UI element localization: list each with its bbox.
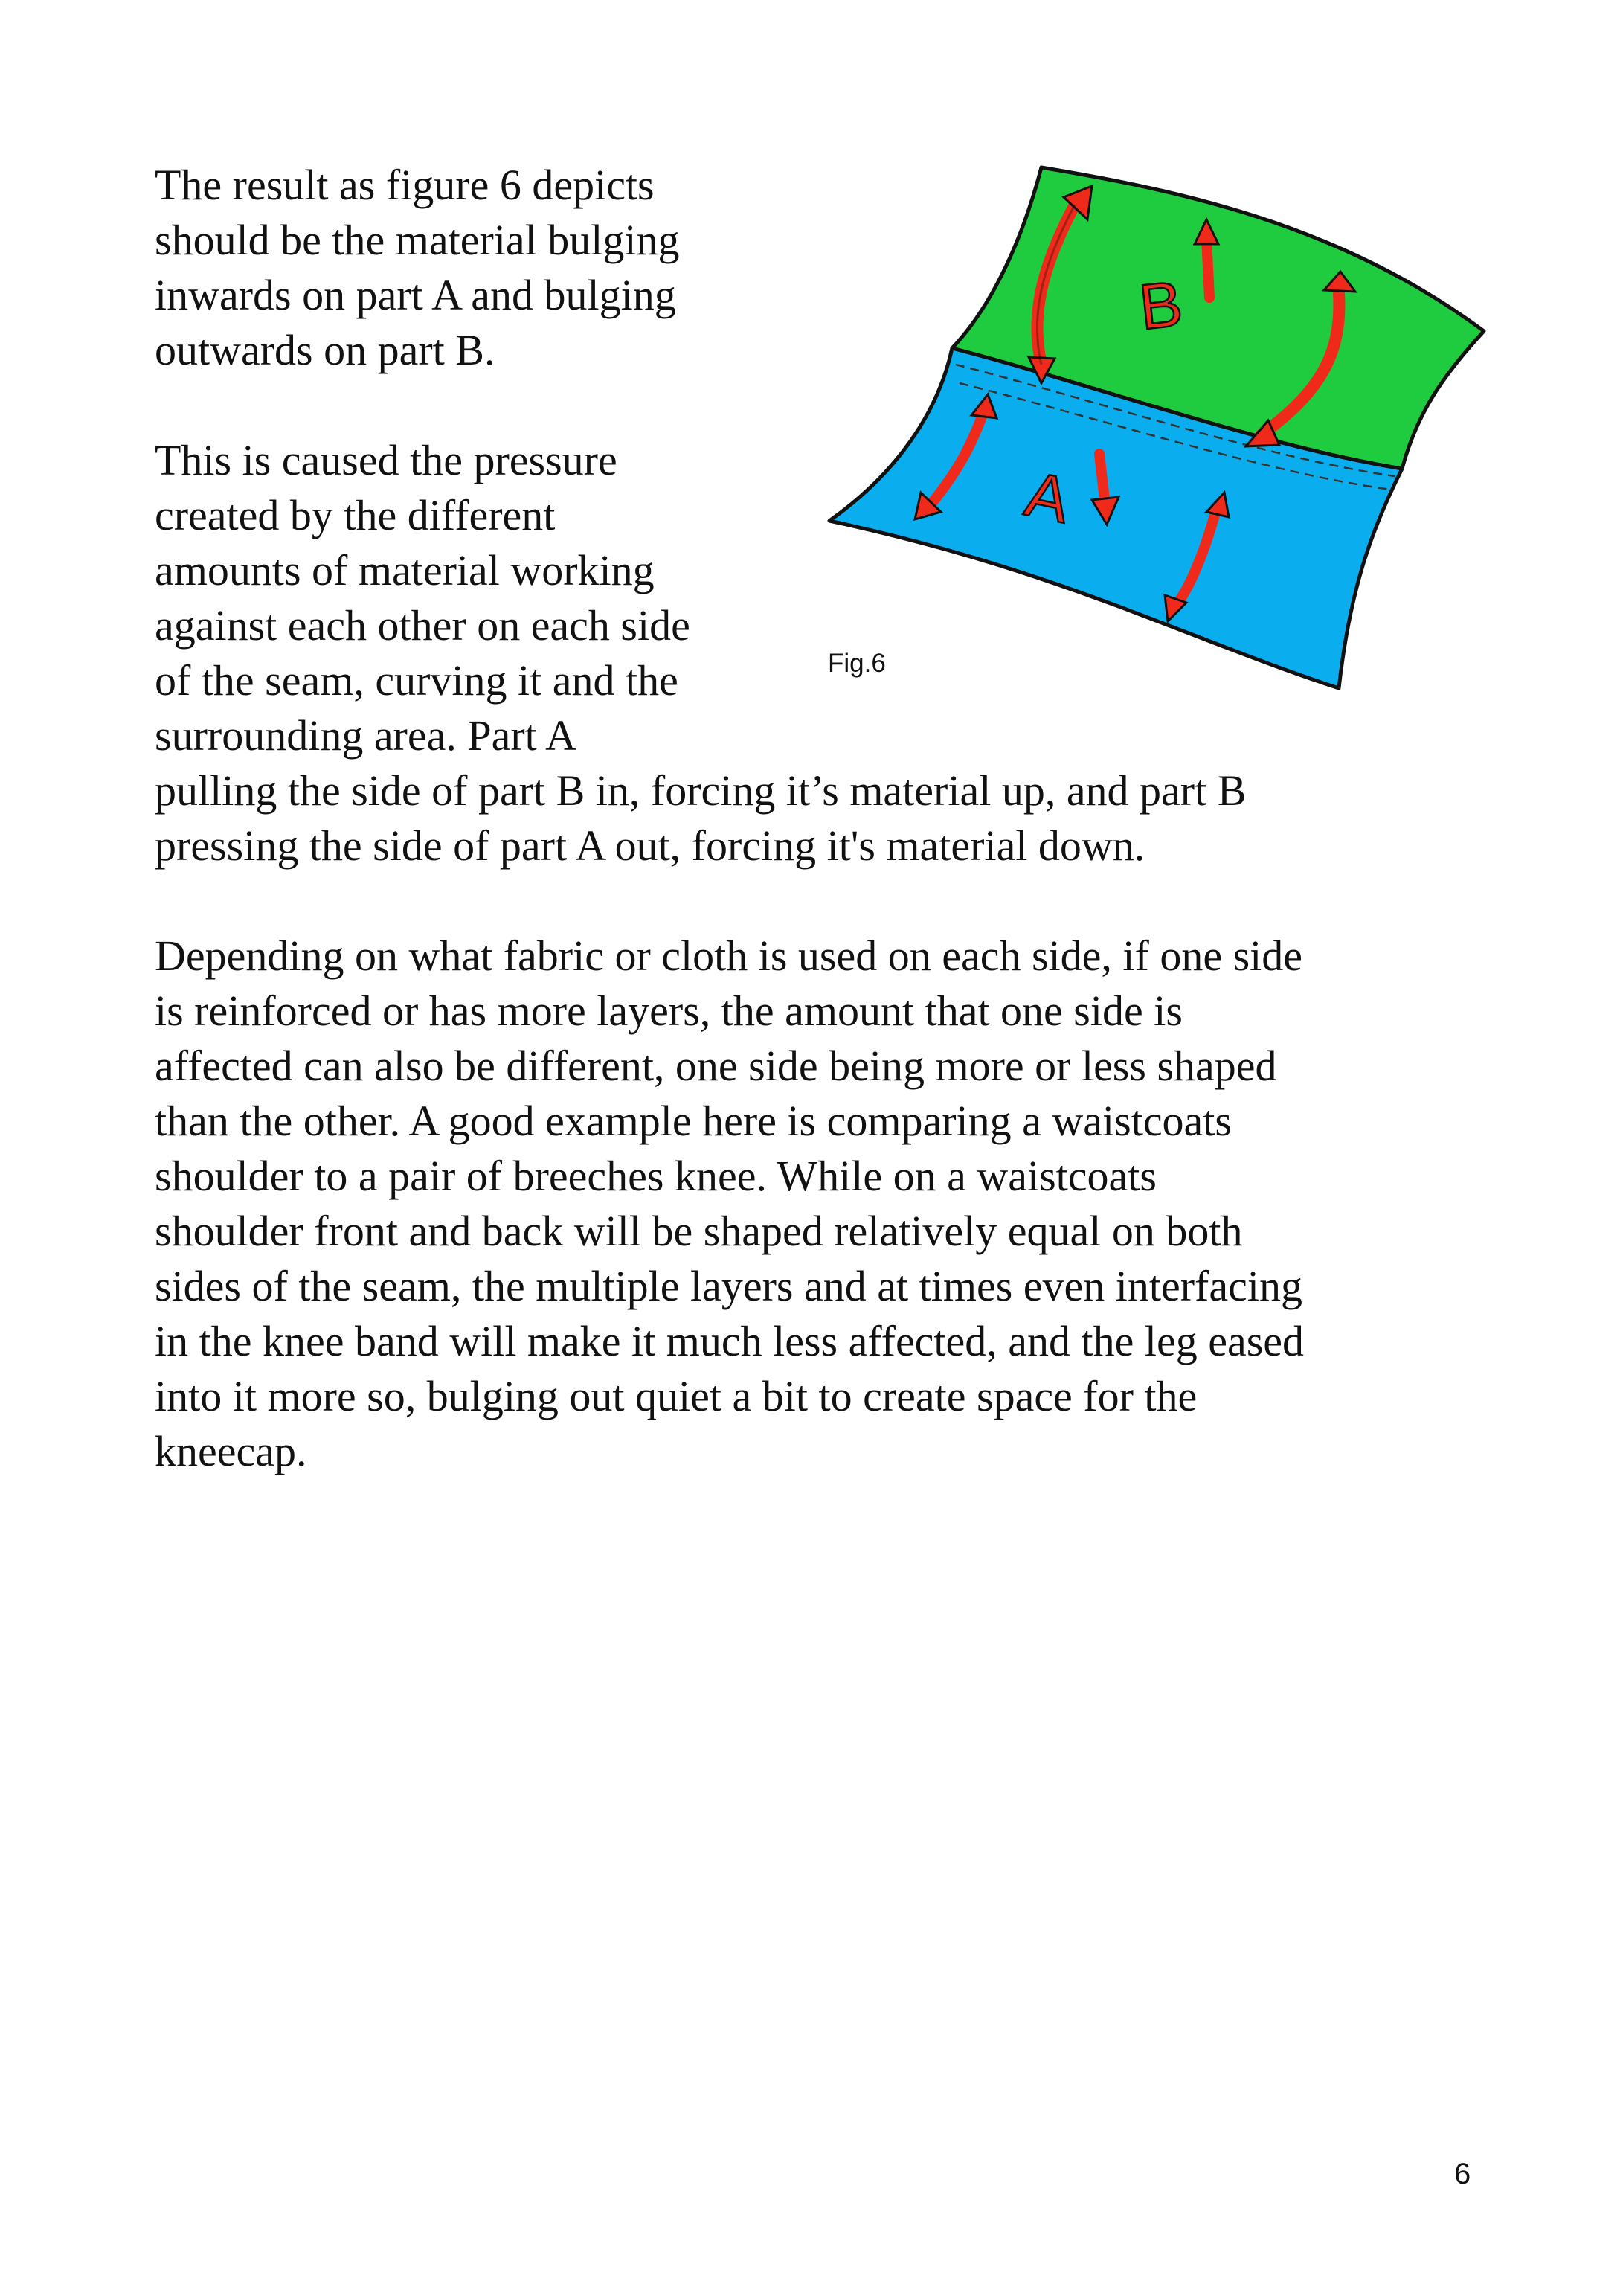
text-line: of the seam, curving it and the [155,656,678,705]
arrow-icon [1201,233,1215,303]
text-line: is reinforced or has more layers, the am… [155,987,1183,1035]
arrow-icon [1031,199,1081,371]
arrowhead-icon [1090,496,1121,527]
arrow-icon [1255,288,1346,441]
text-line: sides of the seam, the multiple layers a… [155,1262,1302,1310]
text-line: in the knee band will make it much less … [155,1317,1305,1365]
arrowhead-icon [1026,356,1057,386]
text-line: pressing the side of part A out, forcing… [155,821,1145,870]
body-text-wrapped: The result as figure 6 depicts should be… [155,158,1247,873]
arrowhead-icon [1321,269,1358,293]
arrowhead-icon [1192,217,1221,246]
text-line: shoulder front and back will be shaped r… [155,1207,1243,1255]
page-number: 6 [1454,2158,1471,2190]
text-line: should be the material bulging [155,216,680,264]
seam-illustration: B A [818,156,1503,707]
text-line: kneecap. [155,1427,307,1475]
blank-line [155,378,787,433]
text-line: created by the different [155,491,556,539]
arrow-icon [1094,449,1111,511]
seam-stitch-line [959,382,1392,491]
arrowhead-icon [1163,593,1189,624]
text-line: into it more so, bulging out quiet a bit… [155,1372,1198,1420]
arrowhead-icon [1204,490,1230,519]
arrowhead-icon [969,391,999,420]
text-line: This is caused the pressure [155,436,617,484]
text-line: than the other. A good example here is c… [155,1097,1232,1145]
text-line: affected can also be different, one side… [155,1042,1277,1090]
fabric-seam-diagram: B A [827,165,1486,690]
text-line: surrounding area. Part A [155,711,576,760]
text-line: inwards on part A and bulging [155,271,676,319]
text-line: shoulder to a pair of breeches knee. Whi… [155,1152,1157,1200]
text-line: outwards on part B. [155,326,495,374]
arrowhead-icon [1061,184,1093,222]
text-line: The result as figure 6 depicts [155,161,655,209]
figure-caption: Fig.6 [828,649,886,678]
body-paragraph: Depending on what fabric or cloth is use… [155,929,1494,1479]
part-b-label: B [1136,268,1186,343]
arrowhead-icon [913,490,943,522]
arrow-icon [925,408,989,511]
arrowhead-icon [1243,418,1282,448]
text-line: pulling the side of part B in, forcing i… [155,766,1247,815]
text-line: amounts of material working [155,546,655,594]
seam-stitch-line [955,363,1395,478]
text-line: Depending on what fabric or cloth is use… [155,931,1303,980]
text-line: against each other on each side [155,601,690,650]
